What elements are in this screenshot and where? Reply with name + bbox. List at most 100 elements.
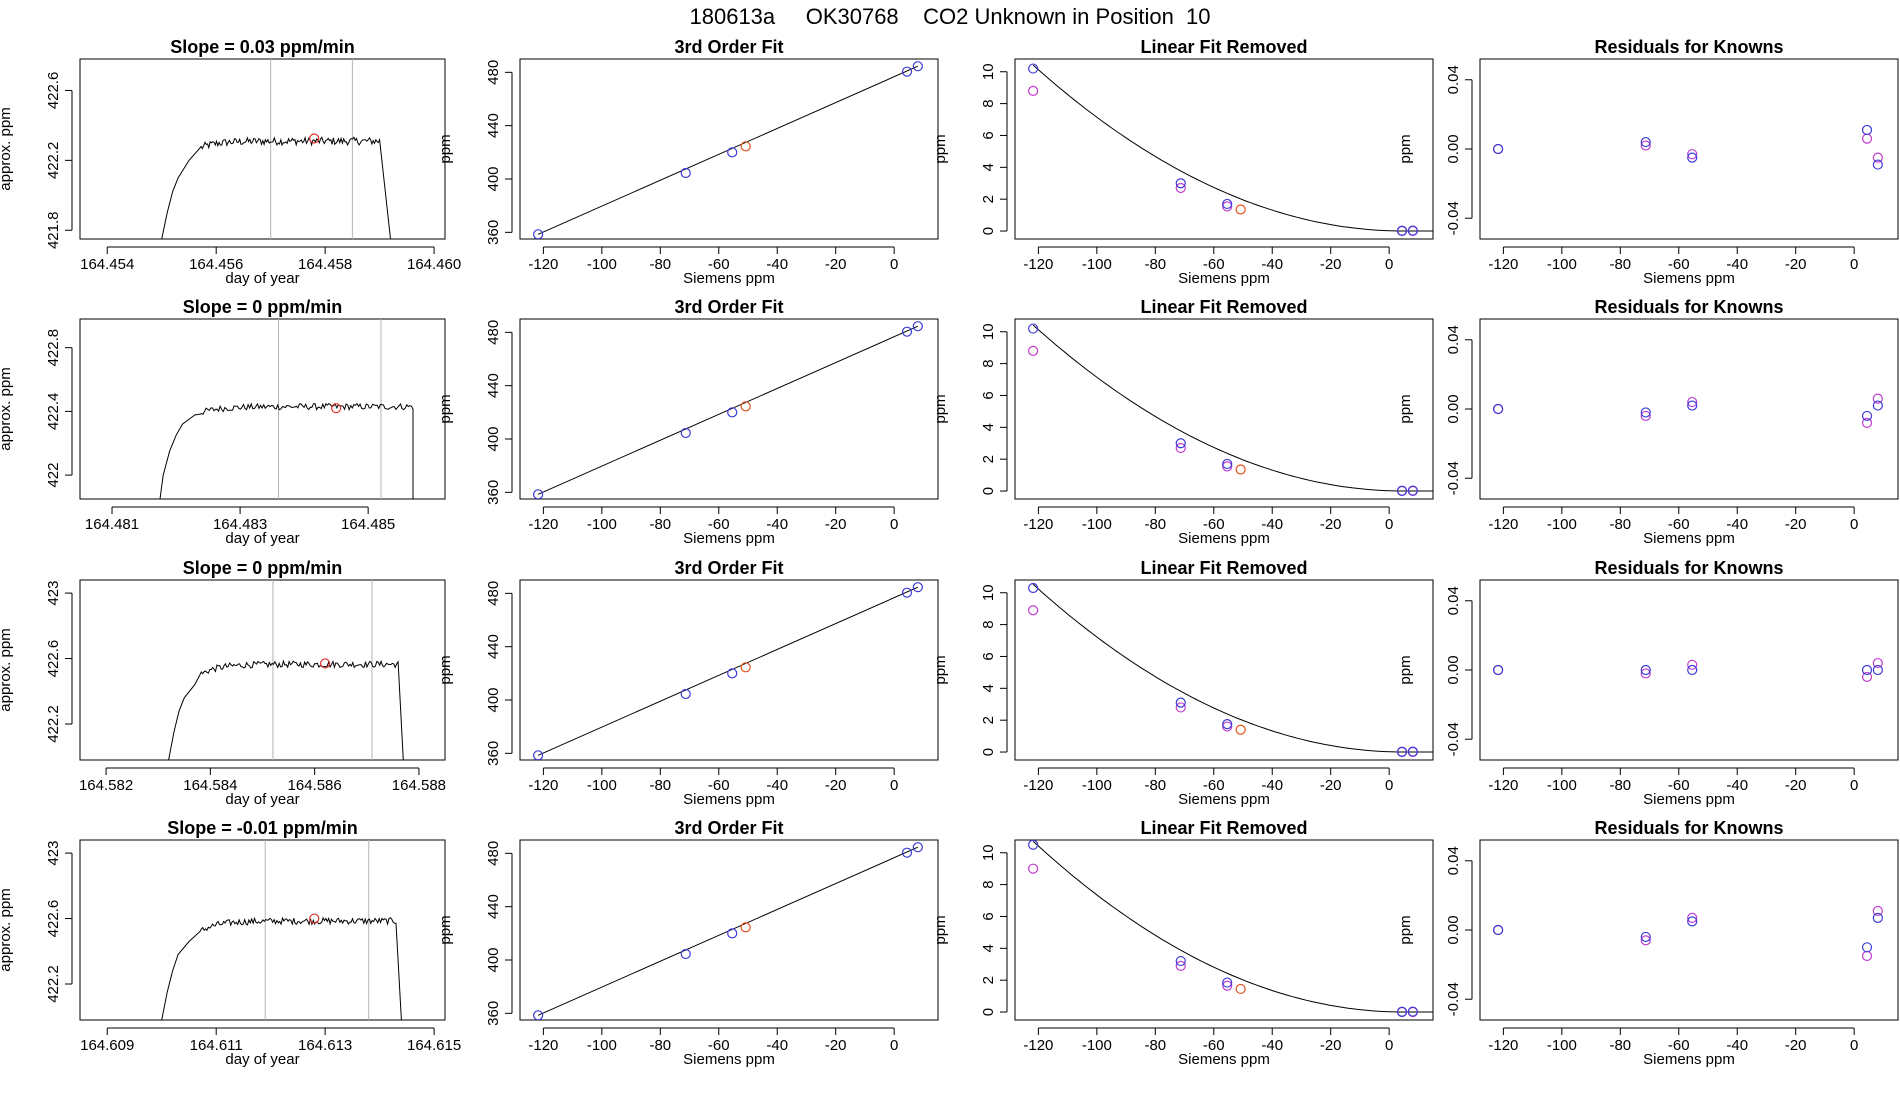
x-tick-label: -120 <box>1023 1037 1053 1054</box>
y-tick-label: 480 <box>485 581 502 606</box>
y-axis-label: ppm <box>932 655 949 684</box>
plot-area <box>92 319 414 499</box>
y-tick-label: 421.8 <box>45 211 62 249</box>
x-tick-label: -100 <box>1082 256 1112 273</box>
panel-title: 3rd Order Fit <box>674 558 783 578</box>
known-residual <box>1493 664 1504 676</box>
known-point <box>1396 485 1408 496</box>
y-tick-label: 440 <box>485 113 502 138</box>
known-point <box>1028 582 1039 594</box>
panel-fit-row-1: 3rd Order Fit Siemens ppm ppm -120 -100 -80 -6… <box>437 297 939 547</box>
y-tick-label: 422.6 <box>45 640 62 678</box>
plot-area <box>161 59 391 239</box>
fitted-residual <box>1872 152 1883 163</box>
x-tick-label: -80 <box>1609 256 1631 273</box>
y-tick-label: 480 <box>485 60 502 85</box>
plot-frame <box>519 579 939 761</box>
fit-curve <box>1032 583 1433 753</box>
panel-title: Slope = -0.01 ppm/min <box>167 818 358 838</box>
x-tick-label: 0 <box>1385 777 1393 794</box>
y-tick-label: 4 <box>980 423 997 431</box>
x-tick-label: -40 <box>1726 516 1748 533</box>
fitted-point <box>1028 605 1039 616</box>
known-residual <box>1687 152 1698 163</box>
x-tick-label: -40 <box>1726 1037 1748 1054</box>
panel-title: Residuals for Knowns <box>1594 558 1783 578</box>
plot-frame <box>79 839 446 1021</box>
y-tick-label: -0.04 <box>1445 461 1462 495</box>
plot-area <box>1028 323 1433 497</box>
x-tick-label: -40 <box>1726 777 1748 794</box>
plot-area <box>1493 393 1883 428</box>
panel-title: Slope = 0 ppm/min <box>183 558 343 578</box>
x-tick-label: -80 <box>1609 1037 1631 1054</box>
panel-fit-row-3: 3rd Order Fit Siemens ppm ppm -120 -100 -80 -6… <box>437 818 939 1068</box>
panel-trace-row-2: Slope = 0 ppm/min day of year approx. ppm 1… <box>0 558 446 808</box>
plot-frame <box>1014 839 1434 1021</box>
x-tick-label: -20 <box>1320 256 1342 273</box>
panel-title: Linear Fit Removed <box>1140 37 1307 57</box>
x-tick-label: -120 <box>1488 1037 1518 1054</box>
x-tick-label: -20 <box>825 777 847 794</box>
y-tick-label: 422.2 <box>45 142 62 180</box>
fitted-residual <box>1640 140 1651 151</box>
x-tick-label: 0 <box>1850 777 1858 794</box>
panel-fit-row-2: 3rd Order Fit Siemens ppm ppm -120 -100 -80 -6… <box>437 558 939 808</box>
known-point <box>680 948 691 960</box>
x-tick-label: 0 <box>1850 256 1858 273</box>
x-tick-label: -80 <box>1144 1037 1166 1054</box>
panel-title: 3rd Order Fit <box>674 37 783 57</box>
x-tick-label: -60 <box>1668 256 1690 273</box>
unknown-marker <box>331 403 342 414</box>
known-residual <box>1861 410 1873 422</box>
x-axis-label: Siemens ppm <box>1643 791 1735 808</box>
x-tick-label: 164.456 <box>189 256 243 273</box>
known-residual <box>1687 400 1698 411</box>
x-tick-label: -100 <box>587 1037 617 1054</box>
x-tick-label: -60 <box>1203 516 1225 533</box>
x-tick-label: 164.460 <box>407 256 461 273</box>
x-tick-label: -20 <box>1785 256 1807 273</box>
known-point <box>901 326 913 337</box>
x-tick-label: -60 <box>708 777 730 794</box>
known-point <box>727 668 738 679</box>
y-tick-label: 440 <box>485 373 502 398</box>
fitted-point <box>1028 863 1039 874</box>
panel-trace-row-0: Slope = 0.03 ppm/min day of year approx. p… <box>0 37 461 287</box>
page-title: 180613a OK30768 CO2 Unknown in Position … <box>689 4 1211 29</box>
fit-curve <box>1032 840 1433 1013</box>
y-tick-label: 4 <box>980 684 997 692</box>
x-axis-label: day of year <box>225 791 299 808</box>
y-tick-label: 400 <box>485 947 502 972</box>
x-tick-label: -100 <box>587 516 617 533</box>
y-tick-label: 400 <box>485 426 502 451</box>
x-tick-label: -20 <box>1785 516 1807 533</box>
y-tick-label: 8 <box>980 359 997 367</box>
x-tick-label: 0 <box>1385 516 1393 533</box>
x-tick-label: 164.613 <box>298 1037 352 1054</box>
y-tick-label: 10 <box>980 323 997 340</box>
x-tick-label: -60 <box>1668 516 1690 533</box>
x-axis-label: Siemens ppm <box>1178 530 1270 547</box>
panel-trace-row-3: Slope = -0.01 ppm/min day of year approx. … <box>0 818 461 1068</box>
panel-residuals-row-3: Residuals for Knowns Siemens ppm ppm -120 -1… <box>1397 818 1899 1068</box>
known-residual <box>1640 664 1651 676</box>
panel-title: 3rd Order Fit <box>674 818 783 838</box>
x-tick-label: -40 <box>1726 256 1748 273</box>
x-tick-label: -60 <box>1203 1037 1225 1054</box>
y-tick-label: 400 <box>485 166 502 191</box>
fitted-residual <box>1861 417 1873 428</box>
plot-frame <box>1479 58 1899 240</box>
plot-area <box>161 840 402 1020</box>
trace-line <box>92 402 414 499</box>
x-tick-label: -120 <box>528 516 558 533</box>
x-tick-label: -80 <box>1144 777 1166 794</box>
x-tick-label: -40 <box>1261 777 1283 794</box>
y-tick-label: 8 <box>980 99 997 107</box>
y-axis-label: approx. ppm <box>0 628 14 711</box>
y-tick-label: 2 <box>980 716 997 724</box>
known-point <box>912 61 923 72</box>
y-tick-label: 360 <box>485 1001 502 1026</box>
known-point <box>533 750 544 760</box>
trace-line <box>161 135 391 239</box>
